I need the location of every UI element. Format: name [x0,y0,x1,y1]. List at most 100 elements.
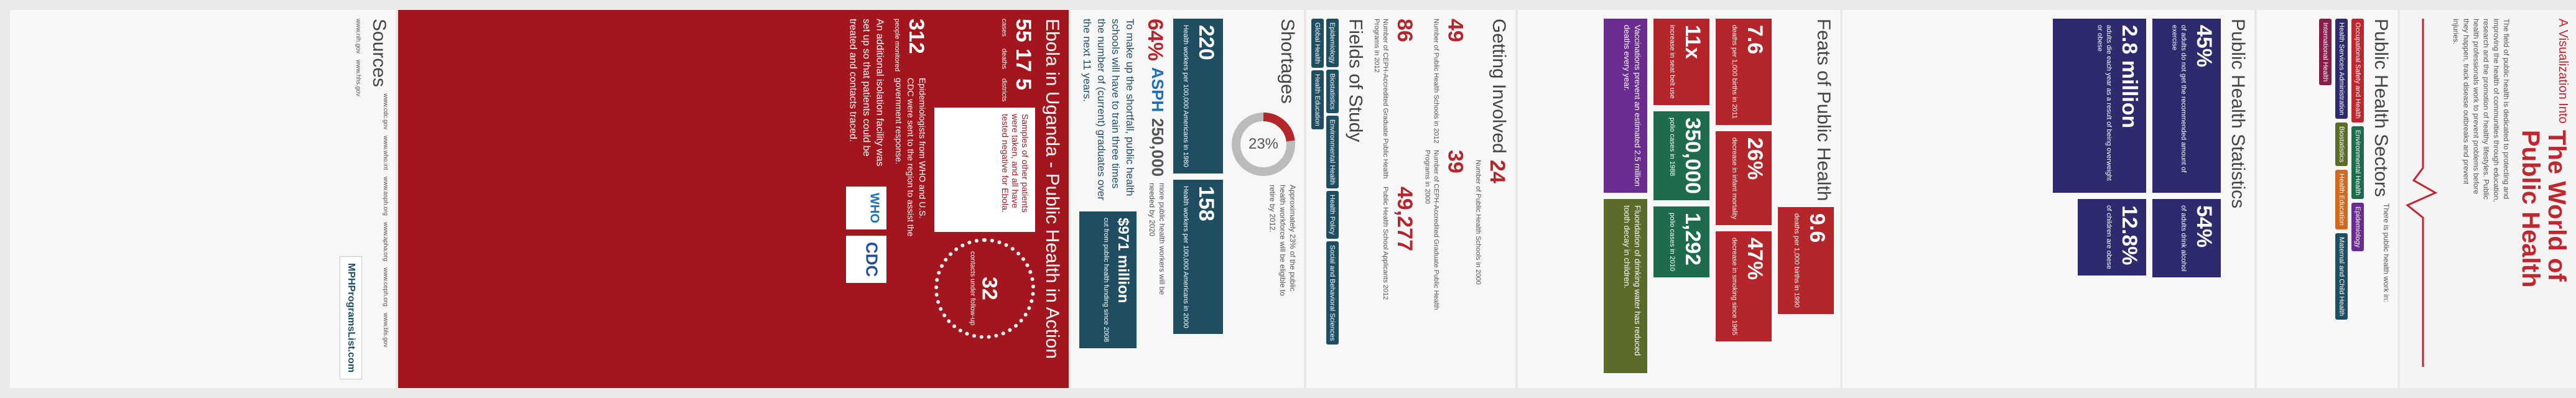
stat-label: of adults do not get the recommended amo… [2170,25,2187,173]
ebola-count: 5 districts [934,78,1035,101]
donut-arc [1232,112,1295,176]
stat-label: decrease in smoking since 1965 [1731,238,1738,336]
stat-label: increase in seat belt use [1668,25,1676,99]
source-item: www.hhs.gov [355,60,361,97]
stat-value: 86 [1393,19,1417,42]
stat-value: 47% [1743,238,1767,280]
stat-value: 24 [1486,159,1509,183]
ring-stat: 312 people monitored [893,19,928,72]
stat-value: 45% [2192,25,2216,68]
section-title: Ebola in Uganda - Public Health in Actio… [1042,19,1062,359]
decline: 64% [1143,19,1167,62]
org-logo: ASPH [1148,67,1167,113]
kicker: A Visualization Into [2556,19,2570,124]
stat-label: adults die each year as a result of bein… [2096,25,2113,181]
stat-card: 7.6 deaths per 1,000 births in 2011 [1716,19,1772,125]
involved-stat: 49,277 Public Health School Applicants 20… [1372,187,1417,300]
stat-value: 39 [1443,149,1467,174]
needed: 250,000 [1148,118,1167,177]
stat-label: of children are obese [2105,205,2113,269]
field-chip: Biostatistics [1326,70,1339,114]
header: A Visualization Into The World of Public… [2400,10,2576,388]
involved-stat: 39 Number of CEPH-Accredited Graduate Pub… [1423,150,1467,312]
stat-value: 220 [1194,25,1218,60]
sectors-subtitle: There is public health work in: [2382,203,2391,302]
donut-text: Approximately 23% of the public health w… [1268,184,1297,296]
ebola-count: 55 cases [934,19,1035,42]
stat-value: 350,000 [1681,117,1704,194]
stat-label: Public Health School Applicants 2012 [1382,187,1390,300]
stat-card: 220 Health workers per 100,000 Americans … [1173,19,1223,174]
field-chip: Environmental Health [1326,116,1339,189]
section-title: Getting Involved [1489,19,1509,154]
source-item: www.nih.gov [355,19,361,54]
stat-card: 54% of adults drink alcohol [2152,199,2221,278]
source-item: www.ceph.org [382,267,389,307]
section-title: Feats of Public Health [1813,19,1834,201]
shortages-section: Shortages 23% Approximately 23% of the pub… [1071,10,1304,388]
section-title: Sources [369,19,389,88]
involved-stat: 49 Number of Public Health Schools in 201… [1423,19,1467,144]
stat-label: deaths per 1,000 births in 1990 [1793,213,1800,308]
stat-label: decrease in infant mortality [1731,137,1738,220]
stat-value: 12.8% [2118,205,2141,266]
count-value: 17 [1011,48,1035,72]
count-label: districts [1000,78,1008,101]
stat-value: 2.8 million [2118,25,2141,129]
section-title: Fields of Study [1345,19,1366,142]
sector-chip: Occupational Safety and Health [2351,19,2364,123]
source-item: www.cdc.gov [382,93,389,130]
stat-label: polio cases in 2010 [1668,212,1676,271]
ring-stat: 32 contacts under follow-up [934,238,1035,339]
count-value: 55 [1011,19,1035,42]
field-chip: Health Policy [1326,191,1339,239]
sectors-section: Public Health Sectors There is public hea… [2257,10,2397,388]
stat-value: 1,292 [1681,212,1704,266]
funding-text: cut from public health funding since 200… [1102,218,1110,342]
stat-label: Number of Public Health Schools in 2012 [1432,19,1440,144]
stat-label: Number of CEPH-Accredited Graduate Publi… [1423,149,1440,310]
quote: Samples of other patients were taken, an… [934,107,1035,232]
sector-chip: Health Services Administration [2335,19,2348,119]
ring-value: 312 [904,19,928,54]
sources-section: Sources www.cdc.gov www.who.int www.asph.or… [10,10,396,388]
ebola-count: 17 deaths [934,49,1035,72]
stat-card: 12.8% of children are obese [2078,199,2146,275]
stat-label: Number of CEPH-Accredited Graduate Publi… [1372,19,1390,179]
org-logo: WHO [845,187,886,229]
involved-stat: 24 Number of Public Health Schools in 200… [1474,160,1509,285]
statistics-section: Public Health Statistics 45% of adults do … [1843,10,2254,388]
donut: 23% [1232,112,1295,176]
stat-label: of adults drink alcohol [2180,205,2187,272]
stat-card: 2.8 million adults die each year as a res… [2053,19,2146,193]
ebola-text: Epidemiologists from WHO and U.S. CDC we… [894,78,928,237]
stat-label: polio cases in 1988 [1668,117,1676,176]
ebola-section: Ebola in Uganda - Public Health in Actio… [398,10,1069,388]
title: The World of Public Health [2517,129,2570,288]
sector-chip: Biostatistics [2335,123,2348,167]
count-label: cases [1000,19,1008,37]
stat-label: Number of Public Health Schools in 2000 [1474,159,1482,285]
ring-label: contacts under follow-up [969,251,977,326]
intro: The field of public health is dedicated … [2452,19,2511,202]
sector-list: Occupational Safety and Health Environmen… [2319,19,2364,354]
sector-chip: International Health [2319,19,2332,86]
sector-chip: Health Education [2335,170,2348,230]
source-item: www.asph.org [382,177,389,216]
stat-label: Health workers per 100,000 Americans in … [1182,185,1189,328]
purple-card: Vaccinations prevent an estimated 2.5 mi… [1604,19,1647,193]
stat-value: 49 [1443,19,1467,42]
fields-list: Epidemiology Biostatistics Environmental H… [1311,19,1339,367]
pulse-line [2406,19,2438,367]
stat-value: 49,277 [1393,187,1417,251]
funding-value: $971 million [1115,218,1132,303]
section-title: Public Health Statistics [2228,19,2248,209]
count-label: deaths [1000,48,1008,69]
section-title: Public Health Sectors [2371,19,2391,197]
field-chip: Health Education [1311,70,1324,130]
stat-value: 158 [1194,185,1218,221]
stat-value: 11x [1681,25,1704,59]
shortfall: To make up the shortfall, public health … [1081,19,1136,200]
